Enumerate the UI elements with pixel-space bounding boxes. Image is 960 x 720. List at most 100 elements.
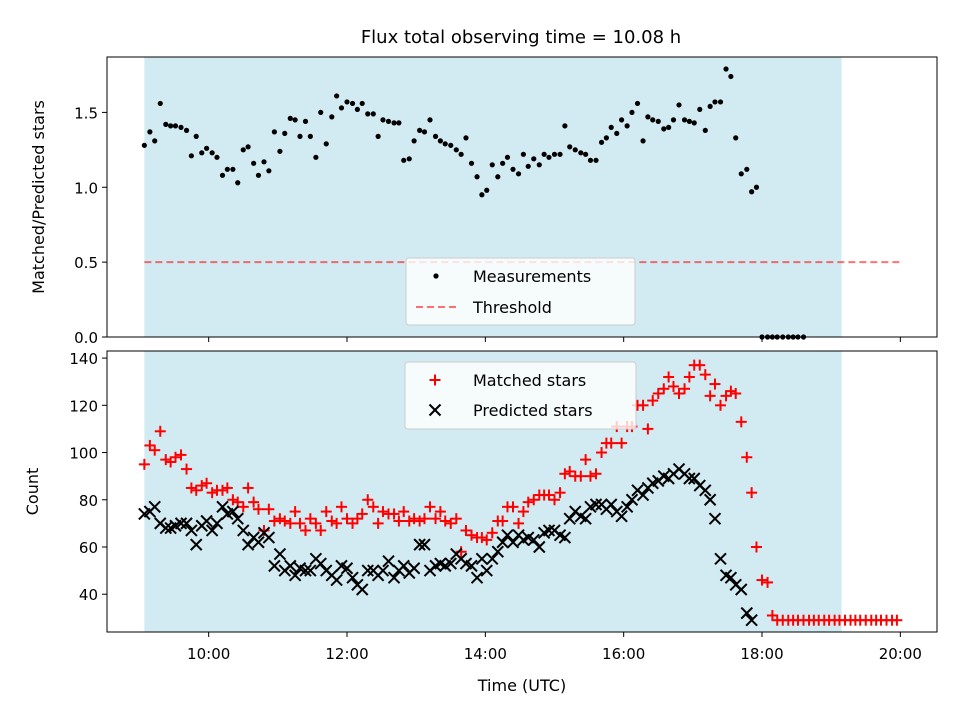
- measurement-point: [230, 166, 236, 172]
- y-tick-label: 80: [79, 492, 98, 510]
- matched-star-point: [673, 388, 685, 400]
- measurement-point: [199, 150, 205, 156]
- matched-star-point: [605, 437, 617, 449]
- x-tick-label: 16:00: [602, 645, 645, 663]
- measurement-point: [712, 99, 718, 105]
- predicted-star-point: [620, 500, 634, 514]
- y-tick-label: 140: [69, 350, 98, 368]
- measurement-point: [645, 114, 651, 120]
- matched-star-point: [891, 614, 903, 626]
- measurement-point: [536, 162, 542, 168]
- measurement-point: [531, 156, 537, 162]
- measurement-point: [396, 120, 402, 126]
- measurement-point: [338, 105, 345, 111]
- matched-star-point: [652, 388, 664, 400]
- matched-star-point: [274, 513, 286, 525]
- matched-star-point: [414, 515, 426, 527]
- predicted-star-point: [241, 538, 255, 551]
- predicted-star-point: [470, 571, 484, 584]
- matched-star-point: [185, 482, 197, 494]
- matched-star-point: [507, 501, 519, 513]
- predicted-star-point: [542, 524, 556, 537]
- measurement-point: [515, 171, 522, 177]
- matched-star-point: [575, 470, 587, 482]
- predicted-star-point: [299, 564, 312, 577]
- measurement-point: [697, 106, 703, 113]
- x-tick-label: 12:00: [325, 645, 368, 663]
- measurement-point: [484, 187, 490, 193]
- matched-star-point: [326, 515, 338, 527]
- matched-star-point: [735, 416, 747, 428]
- measurement-point: [157, 100, 163, 107]
- predicted-star-point: [356, 583, 369, 596]
- measurement-point: [629, 109, 635, 116]
- matched-star-point: [715, 399, 727, 411]
- predicted-star-point: [216, 500, 229, 514]
- measurement-point: [717, 99, 724, 105]
- measurement-point: [572, 147, 578, 153]
- y-tick-label: 0.5: [74, 254, 98, 272]
- y-tick-label: 100: [69, 445, 98, 463]
- matched-star-point: [201, 477, 213, 489]
- measurement-point: [421, 129, 428, 135]
- measurement-point: [728, 73, 734, 80]
- measurement-point: [297, 133, 303, 139]
- matched-star-point: [279, 515, 291, 527]
- matched-star-point: [704, 390, 716, 402]
- predicted-star-point: [703, 493, 717, 506]
- measurement-point: [504, 154, 511, 160]
- matched-star-point: [196, 480, 208, 492]
- measurement-point: [624, 123, 630, 129]
- measurement-point: [432, 133, 439, 139]
- predicted-star-point: [444, 557, 457, 570]
- measurement-point: [707, 103, 713, 110]
- measurement-point: [307, 133, 313, 139]
- measurement-point: [287, 115, 293, 121]
- matched-star-point: [481, 534, 493, 546]
- legend-marker-matched: [429, 374, 441, 386]
- predicted-star-point: [407, 562, 421, 575]
- predicted-star-point: [735, 583, 748, 596]
- predicted-star-point: [486, 552, 499, 566]
- measurement-point: [370, 111, 376, 117]
- matched-star-point: [741, 451, 753, 463]
- measurement-point: [188, 153, 194, 159]
- x-tick-label: 20:00: [879, 645, 922, 663]
- measurement-point: [417, 127, 423, 133]
- measurement-point: [603, 135, 609, 141]
- predicted-star-point: [589, 498, 603, 511]
- y-tick-label: 0.0: [74, 329, 98, 347]
- measurement-point: [474, 174, 480, 180]
- matched-star-point: [206, 487, 218, 499]
- matched-star-point: [217, 484, 229, 496]
- ratio-panel-frame: [106, 56, 938, 338]
- measurement-point: [525, 163, 531, 169]
- matched-star-point: [450, 513, 462, 525]
- legend-box: [405, 257, 636, 326]
- measurement-point: [427, 117, 433, 123]
- matched-star-point: [310, 517, 322, 529]
- matched-star-point: [642, 423, 654, 435]
- measurement-point: [302, 118, 309, 124]
- matched-star-point: [647, 395, 659, 407]
- measurement-point: [204, 145, 210, 151]
- predicted-star-point: [180, 517, 193, 530]
- ratio-panel: 0.0 0.5 1.0 1.5 Matched/Predicted stars Mea…: [29, 56, 938, 347]
- legend-marker-measurements: [433, 273, 439, 279]
- measurement-point: [670, 117, 677, 123]
- predicted-star-point: [625, 493, 639, 506]
- predicted-star-point: [475, 552, 489, 566]
- matched-star-point: [190, 484, 202, 496]
- matched-star-point: [683, 371, 695, 383]
- measurement-point: [655, 118, 661, 124]
- matched-star-point: [513, 517, 525, 529]
- measurement-point: [557, 151, 563, 157]
- measurement-point: [578, 150, 584, 156]
- measurement-point: [141, 142, 147, 148]
- predicted-star-point: [210, 517, 224, 530]
- measurement-point: [583, 151, 589, 157]
- predicted-star-point: [288, 569, 302, 582]
- matched-star-point: [335, 501, 347, 513]
- matched-star-point: [242, 482, 254, 494]
